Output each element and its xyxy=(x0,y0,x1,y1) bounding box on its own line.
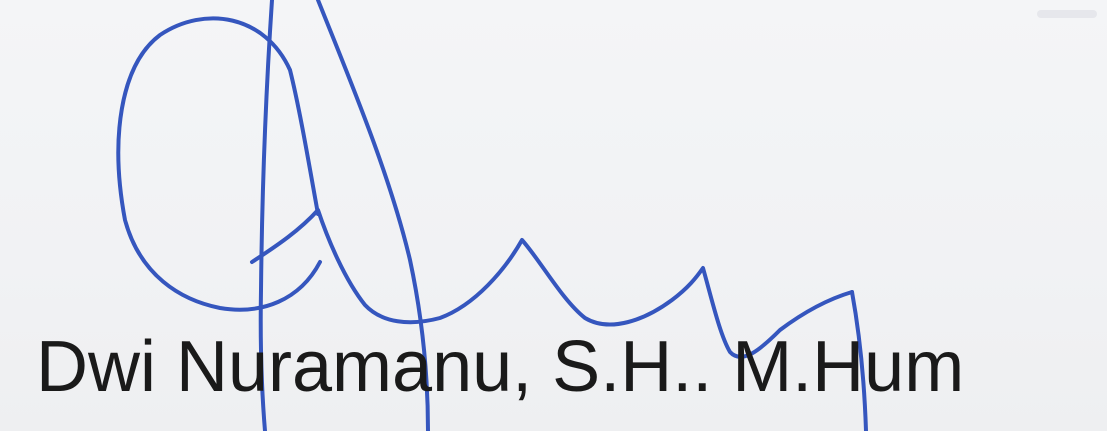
signer-name: Dwi Nuramanu, S.H.. M.Hum xyxy=(36,327,965,407)
signature-loop-stroke xyxy=(116,16,322,312)
paper-smudge xyxy=(1037,10,1097,18)
signature-final-stroke xyxy=(850,290,868,431)
signature-wave-stroke xyxy=(250,208,854,359)
signature-vertical-stroke-2 xyxy=(316,0,430,431)
